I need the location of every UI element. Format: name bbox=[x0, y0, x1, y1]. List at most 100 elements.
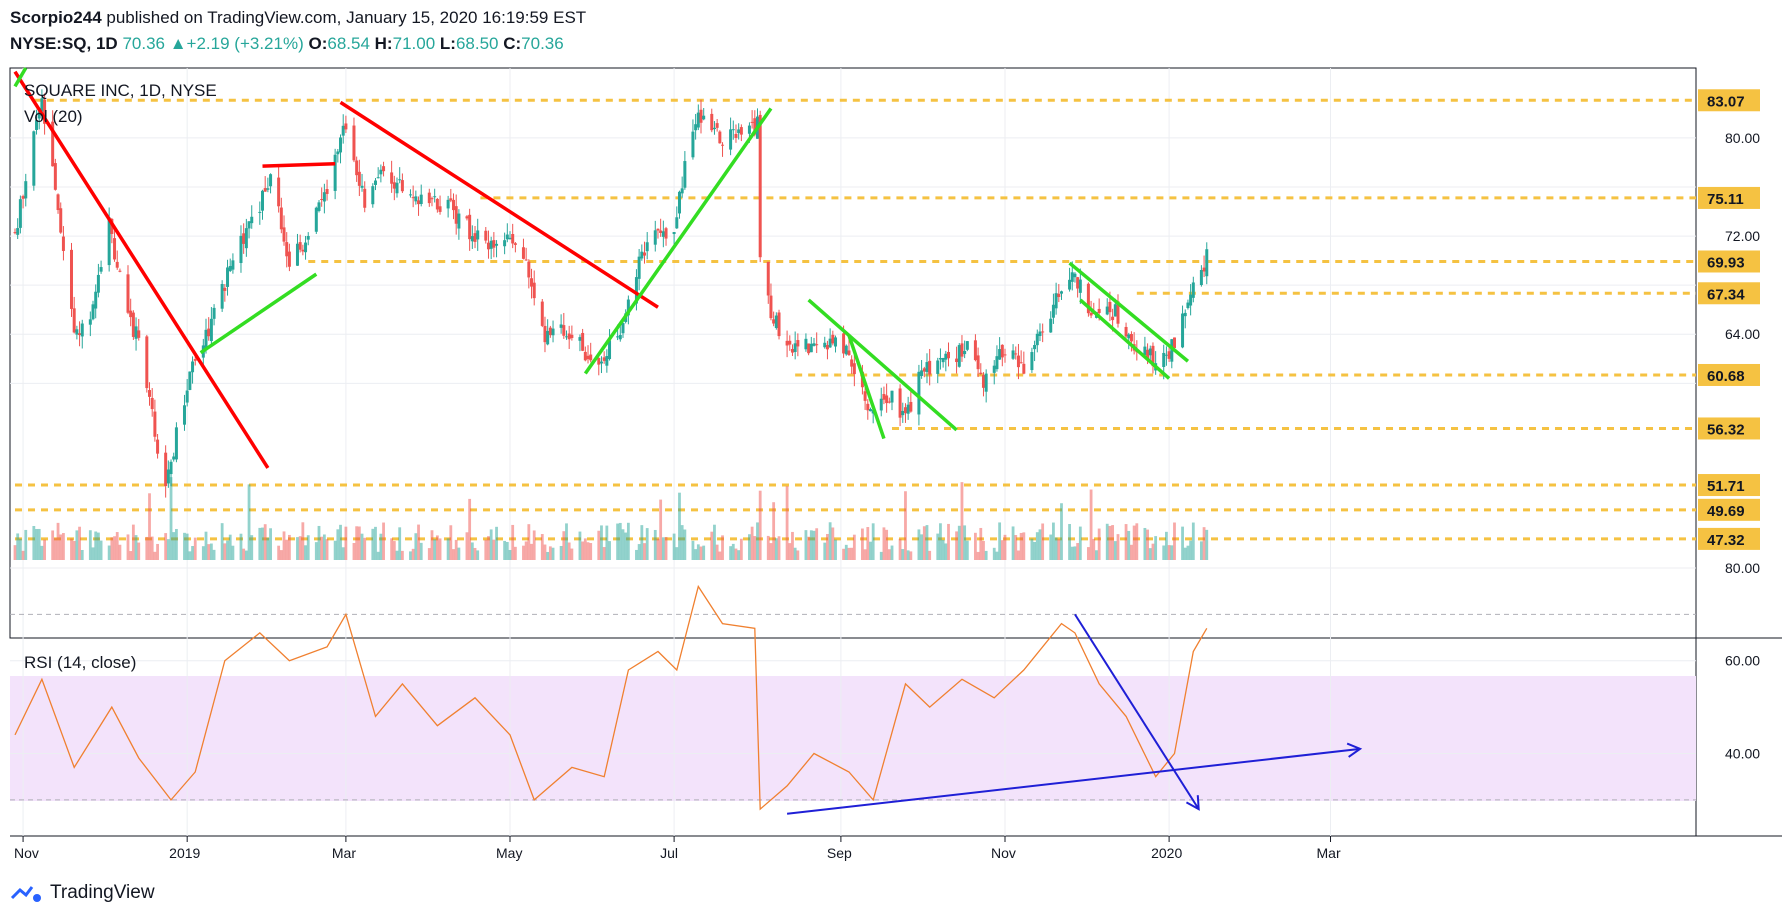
volume-bar bbox=[282, 531, 286, 560]
volume-bar bbox=[815, 528, 819, 560]
candle-body bbox=[53, 163, 57, 190]
volume-bar bbox=[683, 529, 687, 560]
candle-body bbox=[115, 261, 119, 268]
candle-body bbox=[285, 242, 289, 257]
candle-body bbox=[250, 216, 254, 224]
candle-body bbox=[548, 327, 552, 336]
red-trend-line bbox=[262, 161, 336, 168]
volume-bar bbox=[734, 548, 738, 560]
volume-bar bbox=[449, 525, 453, 560]
candle-body bbox=[150, 397, 154, 410]
volume-bar bbox=[562, 531, 566, 560]
volume-bar bbox=[847, 547, 851, 560]
candle-body bbox=[191, 361, 195, 373]
candle-body bbox=[928, 360, 932, 375]
candle-body bbox=[1116, 301, 1120, 324]
volume-bar bbox=[495, 526, 498, 560]
candle-body bbox=[295, 243, 299, 266]
candle-body bbox=[266, 188, 270, 190]
candle-body bbox=[656, 228, 660, 231]
candle-body bbox=[508, 237, 512, 240]
volume-bar bbox=[201, 546, 205, 560]
volume-bar bbox=[823, 542, 827, 560]
brand-footer[interactable]: TradingView bbox=[10, 882, 155, 904]
candle-body bbox=[263, 188, 267, 192]
candle-body bbox=[94, 291, 98, 309]
volume-bar bbox=[487, 536, 490, 560]
candle-body bbox=[1054, 293, 1058, 309]
volume-bar bbox=[400, 550, 404, 560]
candle-body bbox=[766, 261, 770, 296]
volume-bar bbox=[99, 540, 103, 560]
candle-body bbox=[963, 350, 967, 355]
candle-body bbox=[37, 111, 41, 119]
rsi-axis-label: 40.00 bbox=[1725, 745, 1760, 761]
volume-bar bbox=[484, 539, 488, 560]
volume-bar bbox=[258, 527, 262, 560]
author-name[interactable]: Scorpio244 bbox=[10, 8, 102, 27]
volume-bar bbox=[1170, 545, 1174, 560]
volume-bar bbox=[581, 541, 585, 560]
open-label: O: bbox=[308, 34, 328, 53]
candle-body bbox=[532, 282, 536, 299]
candle-body bbox=[91, 304, 95, 320]
candle-body bbox=[1000, 344, 1004, 358]
candle-body bbox=[1041, 331, 1045, 333]
price-change: +2.19 (+3.21%) bbox=[186, 34, 304, 53]
candle-body bbox=[847, 350, 851, 355]
volume-bar bbox=[608, 541, 611, 560]
symbol-label: NYSE:SQ, 1D bbox=[10, 34, 118, 53]
volume-bar bbox=[382, 522, 385, 560]
volume-bar bbox=[522, 545, 525, 560]
price-tag-label: 47.32 bbox=[1707, 532, 1745, 549]
candle-body bbox=[244, 228, 248, 249]
volume-bar bbox=[1086, 547, 1090, 560]
candle-body bbox=[473, 233, 477, 242]
candle-body bbox=[495, 243, 499, 246]
volume-bar bbox=[285, 539, 289, 560]
volume-bar bbox=[699, 546, 703, 560]
candle-body bbox=[739, 127, 743, 135]
volume-bar bbox=[715, 544, 719, 560]
candle-body bbox=[796, 340, 800, 347]
candle-body bbox=[24, 181, 28, 199]
volume-bar bbox=[193, 537, 197, 560]
volume-bar bbox=[355, 526, 359, 560]
candle-body bbox=[465, 216, 469, 219]
volume-bar bbox=[37, 528, 41, 560]
volume-bar bbox=[844, 544, 848, 560]
volume-bar bbox=[984, 550, 988, 560]
volume-bar bbox=[866, 527, 870, 560]
candle-body bbox=[204, 329, 208, 351]
candle-body bbox=[357, 171, 361, 186]
candle-body bbox=[408, 194, 412, 196]
candle-body bbox=[153, 411, 157, 437]
volume-bar bbox=[1191, 522, 1195, 560]
rsi-arrow-head bbox=[1346, 742, 1363, 758]
candle-body bbox=[790, 348, 794, 353]
candle-body bbox=[712, 127, 716, 130]
candle-body bbox=[530, 278, 534, 287]
candle-body bbox=[772, 319, 776, 324]
candle-body bbox=[247, 221, 251, 229]
candle-body bbox=[903, 407, 907, 414]
candle-body bbox=[99, 267, 103, 272]
volume-bar bbox=[231, 545, 235, 560]
volume-bar bbox=[395, 550, 399, 560]
volume-bar bbox=[1014, 535, 1018, 560]
volume-bar bbox=[430, 530, 434, 560]
chart-title: SQUARE INC, 1D, NYSE bbox=[24, 81, 217, 100]
candle-body bbox=[287, 251, 291, 267]
candle-body bbox=[546, 330, 550, 345]
volume-bar bbox=[344, 526, 348, 560]
volume-bar bbox=[640, 525, 644, 560]
candle-body bbox=[209, 318, 213, 342]
volume-bar bbox=[748, 534, 751, 560]
volume-bar bbox=[904, 491, 907, 560]
candle-body bbox=[890, 390, 894, 403]
volume-bar bbox=[1076, 543, 1080, 560]
volume-bar bbox=[567, 542, 571, 560]
candle-body bbox=[164, 452, 168, 487]
candle-body bbox=[336, 151, 340, 155]
